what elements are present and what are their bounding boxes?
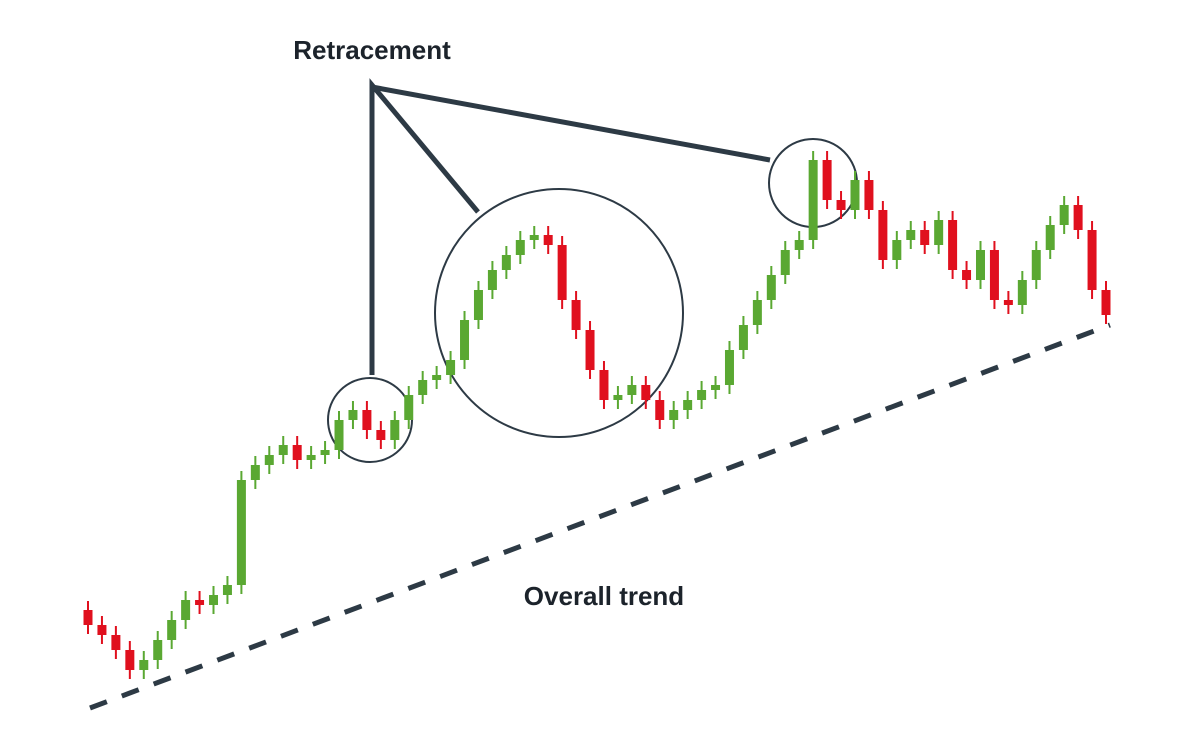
candle-body bbox=[711, 385, 721, 390]
annotation-lines bbox=[89, 78, 1111, 711]
candle-body bbox=[348, 410, 358, 420]
candle-body bbox=[487, 270, 497, 290]
candle-body bbox=[111, 635, 121, 650]
candle-body bbox=[1003, 300, 1013, 305]
candle-body bbox=[975, 250, 985, 280]
candle-body bbox=[613, 395, 623, 400]
candle-body bbox=[473, 290, 483, 320]
candle-body bbox=[962, 270, 972, 280]
candle-body bbox=[766, 275, 776, 300]
candle-body bbox=[738, 325, 748, 350]
candle-body bbox=[906, 230, 916, 240]
candle-body bbox=[794, 240, 804, 250]
candle-body bbox=[627, 385, 637, 395]
candle-body bbox=[948, 220, 958, 270]
candle-body bbox=[1059, 205, 1069, 225]
candle-body bbox=[780, 250, 790, 275]
candle-body bbox=[892, 240, 902, 260]
trend-line bbox=[89, 322, 1111, 711]
candle-body bbox=[599, 370, 609, 400]
candle-body bbox=[1045, 225, 1055, 250]
candle-body bbox=[278, 445, 288, 455]
candle-body bbox=[1031, 250, 1041, 280]
candle-body bbox=[264, 455, 274, 465]
candle-body bbox=[683, 400, 693, 410]
candle-body bbox=[655, 400, 665, 420]
candle-body bbox=[1073, 205, 1083, 230]
candle-body bbox=[557, 245, 567, 300]
candle-body bbox=[543, 235, 553, 245]
candle-body bbox=[697, 390, 707, 400]
candle-body bbox=[334, 420, 344, 450]
candle-body bbox=[515, 240, 525, 255]
candle-body bbox=[878, 210, 888, 260]
candle-body bbox=[752, 300, 762, 325]
candle-body bbox=[529, 235, 539, 240]
candle-body bbox=[460, 320, 470, 360]
candle-body bbox=[250, 465, 260, 480]
candle-body bbox=[222, 585, 232, 595]
pointer-line bbox=[369, 78, 480, 375]
candle-body bbox=[446, 360, 456, 375]
candle-body bbox=[181, 600, 191, 620]
candle-body bbox=[153, 640, 163, 660]
candle-body bbox=[822, 160, 832, 200]
candle-body bbox=[376, 430, 386, 440]
candle-body bbox=[390, 420, 400, 440]
candle-body bbox=[1087, 230, 1097, 290]
candles bbox=[83, 151, 1111, 679]
candle-body bbox=[125, 650, 135, 670]
candle-body bbox=[362, 410, 372, 430]
candle-body bbox=[418, 380, 428, 395]
candle-body bbox=[920, 230, 930, 245]
candle-body bbox=[934, 220, 944, 245]
candle-body bbox=[306, 455, 316, 460]
candle-body bbox=[808, 160, 818, 240]
annotation-label: Retracement bbox=[293, 35, 451, 65]
candle-body bbox=[501, 255, 511, 270]
candle-body bbox=[97, 625, 107, 635]
candle-body bbox=[641, 385, 651, 400]
candle-body bbox=[669, 410, 679, 420]
candle-body bbox=[209, 595, 219, 605]
highlight-circle bbox=[434, 188, 684, 438]
candle-body bbox=[585, 330, 595, 370]
candle-body bbox=[864, 180, 874, 210]
candle-body bbox=[167, 620, 177, 640]
candle-body bbox=[404, 395, 414, 420]
candle-body bbox=[195, 600, 205, 605]
pointer-line bbox=[371, 84, 771, 163]
candle-body bbox=[320, 450, 330, 455]
candle-body bbox=[139, 660, 149, 670]
candle-body bbox=[724, 350, 734, 385]
candle-body bbox=[83, 610, 93, 625]
annotation-label: Overall trend bbox=[524, 581, 684, 611]
candle-body bbox=[850, 180, 860, 210]
candle-body bbox=[236, 480, 246, 585]
candle-body bbox=[989, 250, 999, 300]
candle-body bbox=[292, 445, 302, 460]
candle-body bbox=[1101, 290, 1111, 315]
candle-body bbox=[1017, 280, 1027, 305]
candle-body bbox=[836, 200, 846, 210]
candle-body bbox=[432, 375, 442, 380]
candle-body bbox=[571, 300, 581, 330]
